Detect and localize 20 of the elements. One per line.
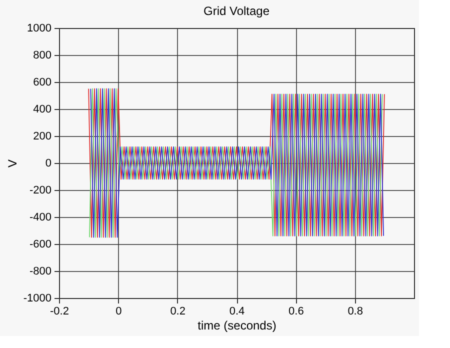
- x-axis-title: time (seconds): [198, 318, 276, 332]
- y-tick-label: -200: [29, 184, 52, 196]
- y-tick-label: -1000: [23, 292, 52, 304]
- y-tick-label: 800: [33, 50, 52, 62]
- x-tick-label: -0.2: [50, 306, 69, 318]
- y-axis-title: V: [5, 159, 20, 168]
- y-tick-label: 1000: [27, 22, 52, 34]
- y-tick-label: 0: [45, 158, 52, 170]
- x-tick-label: 0: [116, 306, 122, 318]
- x-tick-label: 0.4: [229, 306, 245, 318]
- x-tick-label: 0.2: [170, 306, 186, 318]
- y-tick-label: -400: [29, 212, 52, 224]
- y-tick-label: 400: [33, 104, 52, 116]
- x-tick-label: 0.6: [288, 306, 304, 318]
- y-tick-label: -800: [29, 266, 52, 278]
- y-tick-label: -600: [29, 238, 52, 250]
- chart-title: Grid Voltage: [203, 4, 270, 18]
- y-tick-label: 200: [33, 130, 52, 142]
- x-tick-label: 0.8: [348, 306, 363, 318]
- y-tick-label: 600: [33, 76, 52, 88]
